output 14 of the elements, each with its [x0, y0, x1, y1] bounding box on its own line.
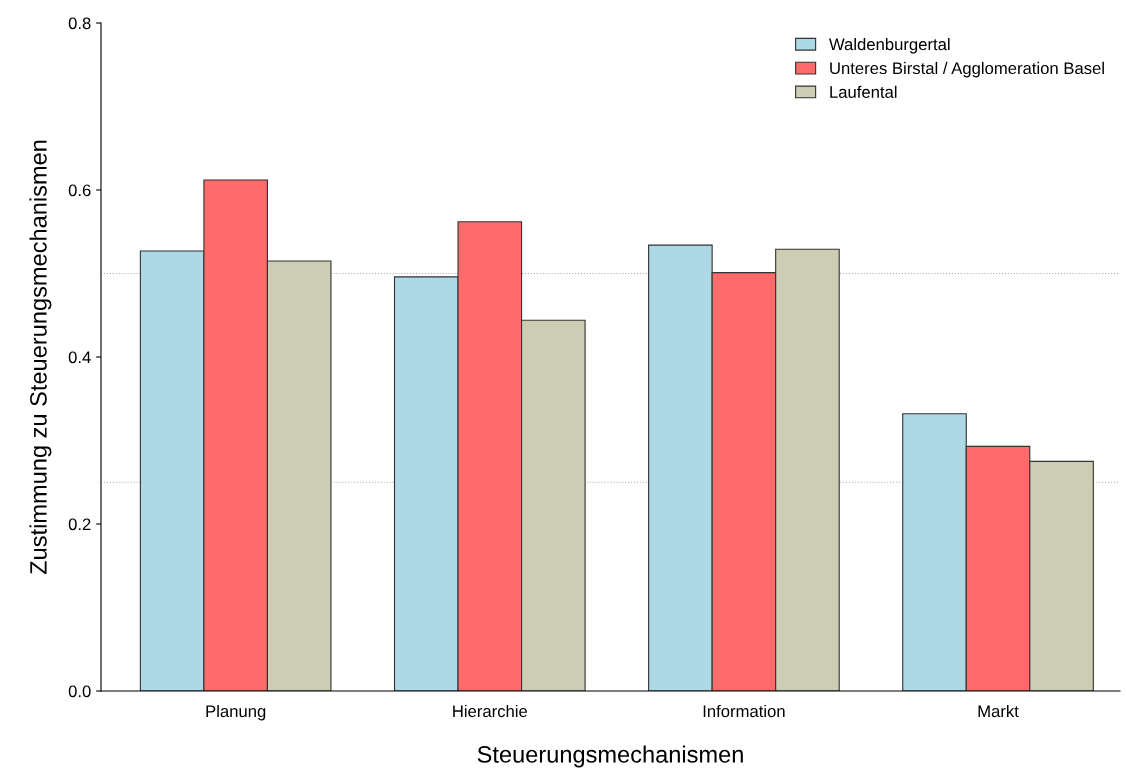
- x-tick-label: Markt: [978, 704, 1019, 718]
- x-axis-title: Steuerungsmechanismen: [477, 745, 743, 768]
- legend-label: Laufental: [830, 85, 897, 98]
- y-tick-label: 0.2: [68, 518, 91, 531]
- x-tick-label: Hierarchie: [453, 704, 528, 718]
- legend-label: Unteres Birstal / Agglomeration Basel: [830, 61, 1104, 78]
- y-tick-label: 0.6: [68, 184, 91, 197]
- y-tick-label: 0.0: [68, 685, 91, 698]
- y-axis-title: Zustimmung zu Steuerungsmechanismen: [29, 140, 52, 575]
- y-tick-label: 0.4: [68, 351, 91, 364]
- x-tick-label: Planung: [206, 704, 266, 721]
- x-tick-label: Information: [703, 704, 785, 718]
- legend-label: Waldenburgertal: [829, 38, 950, 54]
- y-tick-label: 0.8: [68, 17, 91, 30]
